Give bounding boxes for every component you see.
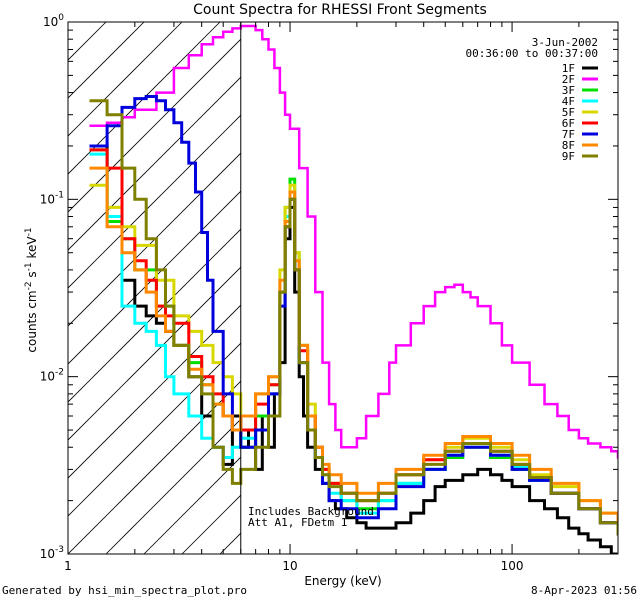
hatch-line (68, 380, 241, 554)
legend-label: 7F (562, 128, 575, 141)
hatch-line (68, 228, 241, 403)
y-axis-label-end: keV (25, 236, 39, 263)
y-axis-label-main: counts cm (25, 290, 39, 352)
y-axis-label: counts cm-2 s-1 keV-1 (24, 227, 39, 352)
legend-label: 9F (562, 150, 575, 163)
hatch-line (68, 304, 241, 479)
y-tick-label: 10-1 (40, 190, 64, 206)
annotation-line2: Att A1, FDetm 1 (248, 516, 347, 529)
x-axis-label: Energy (keV) (304, 574, 381, 588)
legend-label: 6F (562, 117, 575, 130)
hatch-line (105, 418, 241, 554)
hatch-line (68, 38, 241, 213)
x-axis: 1 10 100 (64, 22, 619, 573)
time-range-label: 00:36:00 to 00:37:00 (466, 47, 598, 60)
date-label: 3-Jun-2002 (532, 36, 598, 49)
legend-label: 8F (562, 139, 575, 152)
x-tick-label: 100 (501, 559, 524, 573)
y-axis-label-exp3: -1 (24, 227, 34, 236)
footer-right: 8-Apr-2023 01:56 (531, 584, 637, 597)
y-axis-label-exp2: -1 (24, 262, 34, 271)
series-layer (89, 24, 618, 554)
hatch-line (68, 22, 183, 137)
y-axis: 10-3 10-2 10-1 100 (40, 13, 618, 561)
legend-label: 4F (562, 95, 575, 108)
hatch-line (68, 190, 241, 365)
y-tick-label: 100 (43, 13, 64, 29)
hatch-line (68, 342, 241, 517)
legend-label: 5F (562, 106, 575, 119)
annotation-line1: Includes Background (248, 505, 374, 518)
series-2f (89, 24, 618, 459)
x-tick-label: 10 (282, 559, 297, 573)
hatch-line (219, 532, 241, 554)
hatch-line (68, 266, 241, 441)
plot-frame (67, 21, 619, 555)
legend-label: 3F (562, 84, 575, 97)
chart-title: Count Spectra for RHESSI Front Segments (193, 2, 487, 18)
hatch-line (68, 22, 221, 175)
hatch-line (68, 76, 241, 251)
hatch-line (68, 152, 241, 327)
legend-label: 1F (562, 62, 575, 75)
series-9f (89, 99, 618, 536)
x-tick-label: 1 (64, 559, 72, 573)
footer-left: Generated by hsi_min_spectra_plot.pro (2, 584, 247, 597)
y-tick-label: 10-2 (40, 368, 64, 384)
y-axis-label-exp1: -2 (24, 281, 34, 290)
y-axis-label-mid: s (25, 271, 39, 281)
hatch-line (68, 22, 69, 23)
y-tick-label: 10-3 (40, 545, 64, 561)
legend-label: 2F (562, 73, 575, 86)
